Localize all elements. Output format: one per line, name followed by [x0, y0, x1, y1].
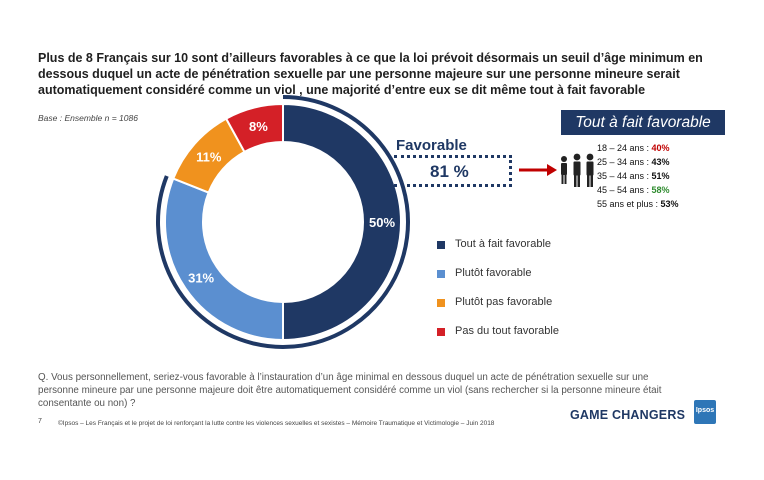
age-value-3: 58% [651, 185, 670, 195]
ipsos-logo: Ipsos [694, 400, 716, 424]
donut-slice [282, 102, 402, 342]
favorable-bracket [394, 155, 512, 187]
age-value-1: 43% [651, 157, 670, 167]
arrow-right-icon [519, 164, 557, 176]
age-row-3: 45 – 54 ans : 58% [597, 185, 670, 195]
favorable-label: Favorable [396, 137, 467, 154]
footer-credit: ©Ipsos – Les Français et le projet de lo… [58, 420, 495, 427]
legend-swatch [437, 328, 445, 336]
slice-label: 50% [369, 215, 395, 230]
legend-swatch [437, 270, 445, 278]
age-row-0: 18 – 24 ans : 40% [597, 143, 670, 153]
legend-swatch [437, 299, 445, 307]
slice-label: 31% [188, 271, 214, 286]
age-row-4: 55 ans et plus : 53% [597, 199, 679, 209]
age-row-2: 35 – 44 ans : 51% [597, 171, 670, 181]
page-title: Plus de 8 Français sur 10 sont d’ailleur… [38, 51, 703, 97]
brand-tagline: GAME CHANGERS [570, 408, 686, 422]
donut-slice [164, 177, 284, 342]
favorable-arc [156, 95, 410, 349]
age-value-0: 40% [651, 143, 670, 153]
sample-base: Base : Ensemble n = 1086 [38, 113, 138, 123]
people-icon [561, 153, 594, 187]
tout-a-fait-header: Tout à fait favorable [561, 110, 725, 135]
favorable-value: 81 % [430, 162, 469, 181]
legend-swatch [437, 241, 445, 249]
age-breakdown: 18 – 24 ans : 40% 25 – 34 ans : 43% 35 –… [597, 141, 679, 211]
donut-slice [224, 102, 284, 154]
slice-label: 8% [249, 119, 268, 134]
survey-question: Q. Vous personnellement, seriez-vous fav… [38, 372, 662, 409]
page-number: 7 [38, 418, 42, 425]
age-row-1: 25 – 34 ans : 43% [597, 157, 670, 167]
age-value-2: 51% [651, 171, 670, 181]
age-value-4: 53% [660, 199, 679, 209]
slice-label: 11% [196, 150, 222, 165]
